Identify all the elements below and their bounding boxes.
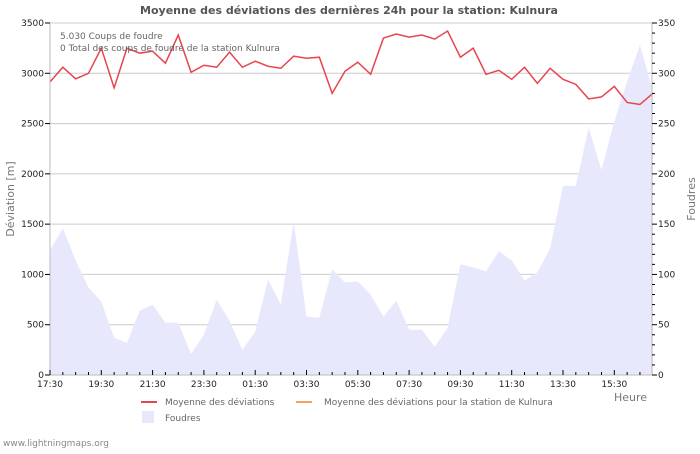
left-tick-label: 2500 [21, 120, 44, 130]
right-tick-label: 200 [658, 170, 675, 180]
x-tick-label: 05:30 [345, 380, 371, 390]
x-tick-label: 03:30 [294, 380, 320, 390]
foudres-area [50, 45, 653, 376]
x-tick-label: 07:30 [396, 380, 422, 390]
legend-label-station: Moyenne des déviations pour la station d… [324, 397, 553, 408]
left-tick-label: 3000 [21, 69, 44, 79]
legend: Moyenne des déviations Moyenne des dévia… [141, 397, 553, 424]
x-tick-label: 19:30 [88, 380, 114, 390]
left-tick-label: 1500 [21, 220, 44, 230]
x-tick-label: 11:30 [499, 380, 525, 390]
footer-credit: www.lightningmaps.org [3, 439, 109, 449]
legend-label-foudres: Foudres [165, 414, 201, 424]
right-tick-label: 0 [658, 371, 664, 381]
chart-title: Moyenne des déviations des dernières 24h… [140, 4, 558, 17]
info-station-total: 0 Total des coups de foudre de la statio… [60, 44, 280, 54]
right-tick-label: 150 [658, 220, 675, 230]
grid-lines [50, 22, 652, 326]
x-tick-label: 09:30 [447, 380, 473, 390]
left-tick-label: 500 [27, 321, 44, 331]
right-tick-label: 250 [658, 120, 675, 130]
right-tick-label: 100 [658, 270, 675, 280]
legend-swatch-foudres [142, 411, 154, 423]
right-tick-label: 50 [658, 321, 670, 331]
left-tick-label: 0 [38, 371, 44, 381]
info-strike-count: 5.030 Coups de foudre [60, 32, 163, 42]
x-tick-label: 17:30 [37, 380, 63, 390]
left-tick-label: 1000 [21, 270, 44, 280]
x-tick-label: 15:30 [601, 380, 627, 390]
left-tick-label: 3500 [21, 19, 44, 29]
left-tick-label: 2000 [21, 170, 44, 180]
x-tick-label: 13:30 [550, 380, 576, 390]
deviation-line [49, 29, 654, 106]
right-tick-label: 300 [658, 69, 675, 79]
x-tick-label: 01:30 [242, 380, 268, 390]
right-tick-label: 350 [658, 19, 675, 29]
x-tick-label: 21:30 [140, 380, 166, 390]
x-tick-label: 23:30 [191, 380, 217, 390]
left-axis-title: Déviation [m] [4, 161, 17, 236]
legend-label-deviation: Moyenne des déviations [165, 397, 275, 408]
right-axis-title: Foudres [685, 177, 698, 221]
x-axis-title: Heure [614, 391, 647, 404]
axes: 0 500 1000 1500 2000 2500 3000 3500 0 50 100 150 200… [21, 19, 675, 390]
